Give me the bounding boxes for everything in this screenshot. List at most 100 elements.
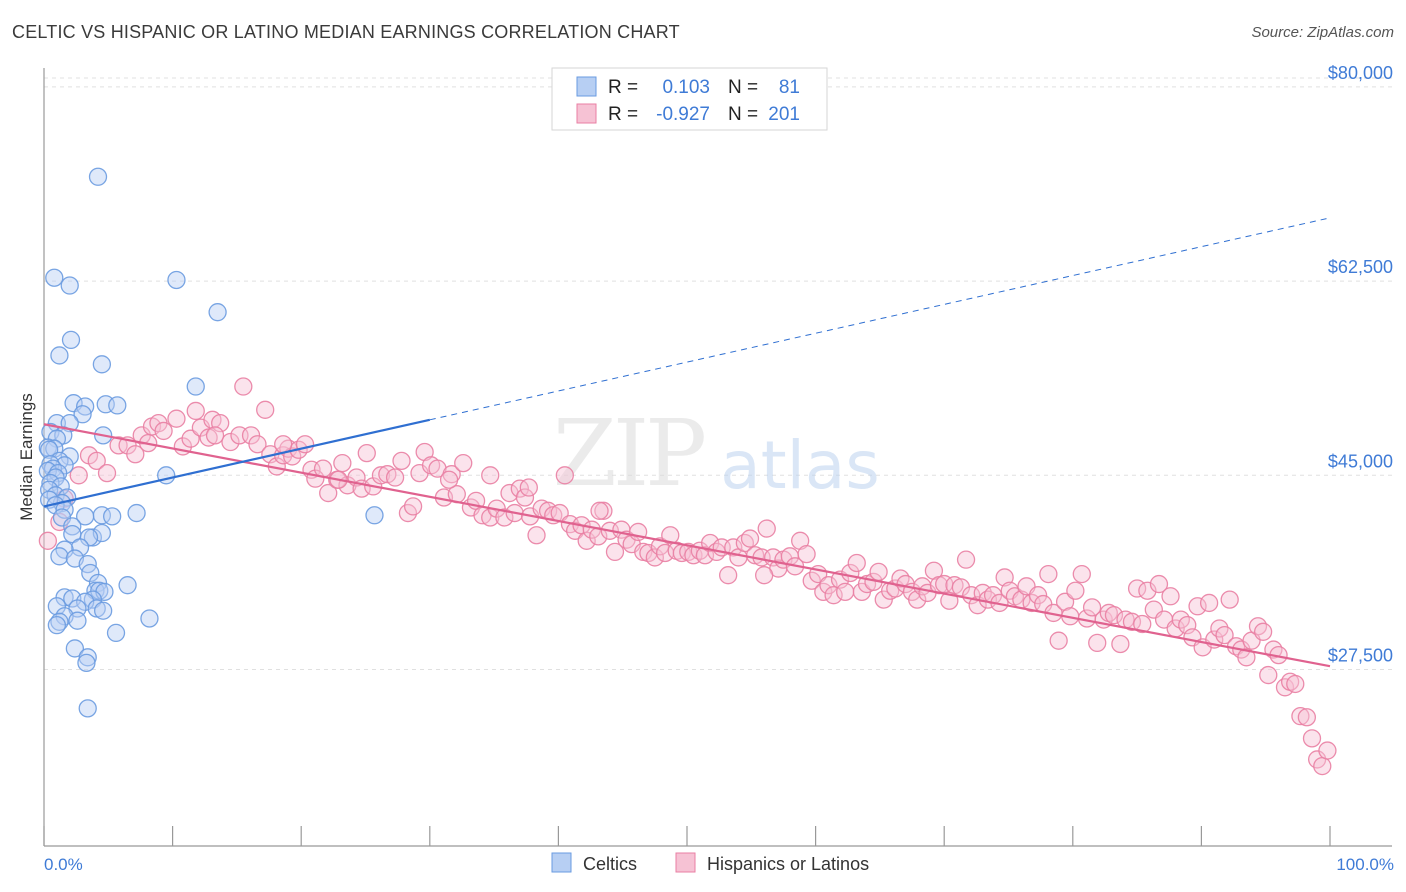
hispanic-point-197 — [1220, 590, 1239, 609]
hispanic-point-70 — [515, 488, 535, 507]
celtic-point-23 — [60, 447, 79, 466]
hispanic-point-184 — [1149, 574, 1169, 594]
celtic-point-57 — [118, 576, 137, 595]
hispanic-point-149 — [956, 550, 976, 569]
celtic-point-77 — [78, 699, 97, 718]
hispanic-point-207 — [1275, 678, 1295, 697]
hispanic-point-181 — [1133, 614, 1152, 634]
celtic-point-78 — [365, 506, 384, 525]
celtic-point-71 — [68, 611, 87, 630]
hispanic-point-169 — [1066, 581, 1085, 600]
hispanic-point-84 — [594, 501, 613, 520]
hispanic-point-50 — [392, 451, 411, 471]
hispanic-point-215 — [1318, 741, 1337, 760]
celtic-r-label: R = — [608, 77, 638, 98]
chart-title: CELTIC VS HISPANIC OR LATINO MEDIAN EARN… — [12, 22, 680, 42]
hispanic-point-216 — [481, 466, 500, 485]
hispanic-point-129 — [847, 553, 866, 573]
watermark: ZIP atlas — [553, 400, 880, 507]
celtics-legend-label: Celtics — [583, 854, 637, 874]
y-tick-label-0: $27,500 — [1328, 646, 1393, 666]
hispanic-point-124 — [819, 576, 838, 595]
celtic-point-74 — [65, 639, 85, 658]
celtic-r-value: 0.103 — [662, 77, 710, 98]
y-tick-labels: $27,500 $45,000 $62,500 $80,000 — [1328, 63, 1393, 666]
celtic-point-50 — [70, 538, 90, 557]
hispanic-point-191 — [1188, 597, 1207, 616]
hispanic-point-164 — [1039, 564, 1058, 584]
hispanic-point-186 — [1161, 587, 1180, 606]
hispanic-point-196 — [1215, 625, 1234, 645]
hispanic-point-27 — [248, 435, 267, 454]
source-credit: Source: ZipAtlas.com — [1251, 24, 1394, 41]
celtic-point-41 — [103, 507, 122, 526]
watermark-atlas: atlas — [720, 427, 880, 504]
hispanic-point-203 — [1253, 622, 1273, 641]
hispanic-point-214 — [1313, 756, 1332, 776]
celtic-point-76 — [77, 653, 96, 673]
celtic-point-7 — [92, 355, 112, 374]
hispanic-point-49 — [385, 468, 405, 487]
celtic-point-46 — [83, 528, 103, 547]
celtic-point-0 — [88, 167, 108, 186]
hispanic-point-172 — [1082, 598, 1102, 617]
hispanic-point-52 — [403, 497, 423, 516]
hispanic-trend-line — [43, 423, 1331, 668]
hispanic-point-23 — [221, 432, 240, 452]
hispanic-point-25 — [234, 377, 253, 396]
celtic-n-label: N = — [728, 77, 758, 98]
x-tick-label-right: 100.0% — [1336, 855, 1394, 874]
celtics-swatch — [551, 852, 572, 873]
celtic-trend-line — [43, 418, 431, 508]
hispanic-r-value: -0.927 — [656, 104, 710, 125]
hispanic-point-177 — [1111, 634, 1130, 654]
hispanic-point-47 — [371, 466, 391, 485]
celtic-point-43 — [76, 507, 95, 526]
hispanic-r-label: R = — [608, 104, 638, 125]
hispanic-point-15 — [167, 409, 186, 428]
hispanics-legend-label: Hispanics or Latinos — [707, 854, 869, 874]
celtic-point-4 — [208, 303, 227, 322]
hispanic-point-121 — [802, 571, 821, 590]
hispanic-point-3 — [69, 466, 88, 485]
hispanic-point-133 — [869, 562, 888, 582]
hispanic-point-221 — [439, 470, 459, 489]
hispanic-point-212 — [1302, 729, 1322, 748]
celtic-point-72 — [140, 609, 159, 628]
hispanic-point-39 — [319, 483, 338, 503]
hispanic-point-202 — [1248, 617, 1268, 636]
hispanic-point-5 — [87, 451, 106, 471]
celtic-point-2 — [167, 270, 186, 290]
hispanic-legend-swatch — [576, 103, 597, 124]
hispanic-point-210 — [1291, 706, 1310, 726]
celtic-point-55 — [81, 563, 100, 583]
y-tick-label-1: $45,000 — [1328, 451, 1393, 471]
celtic-point-73 — [106, 623, 126, 643]
hispanic-point-176 — [1104, 606, 1124, 625]
x-tick-label-left: 0.0% — [44, 855, 83, 874]
hispanic-point-0 — [38, 531, 58, 550]
hispanic-point-162 — [1028, 586, 1048, 605]
celtic-point-13 — [73, 405, 92, 424]
celtic-point-44 — [127, 503, 146, 523]
hispanic-point-209 — [1286, 674, 1305, 694]
series-legend: Celtics Hispanics or Latinos — [551, 852, 869, 874]
hispanic-point-45 — [357, 443, 376, 463]
hispanic-point-81 — [577, 531, 596, 550]
celtic-point-12 — [108, 396, 127, 415]
hispanic-point-96 — [661, 526, 680, 545]
hispanics-swatch — [675, 852, 696, 873]
hispanic-point-120 — [797, 544, 816, 564]
hispanic-n-label: N = — [728, 104, 758, 125]
celtic-trend-extension — [429, 217, 1331, 421]
hispanic-point-106 — [719, 566, 738, 585]
hispanic-point-217 — [590, 501, 609, 520]
hispanic-point-193 — [1199, 593, 1219, 613]
hispanic-point-9 — [126, 445, 145, 464]
hispanic-points — [38, 377, 1337, 776]
hispanic-point-60 — [454, 453, 473, 473]
hispanic-point-127 — [836, 582, 855, 601]
celtic-legend-swatch — [576, 76, 597, 97]
hispanic-point-200 — [1237, 648, 1256, 667]
hispanic-point-204 — [1259, 665, 1278, 685]
